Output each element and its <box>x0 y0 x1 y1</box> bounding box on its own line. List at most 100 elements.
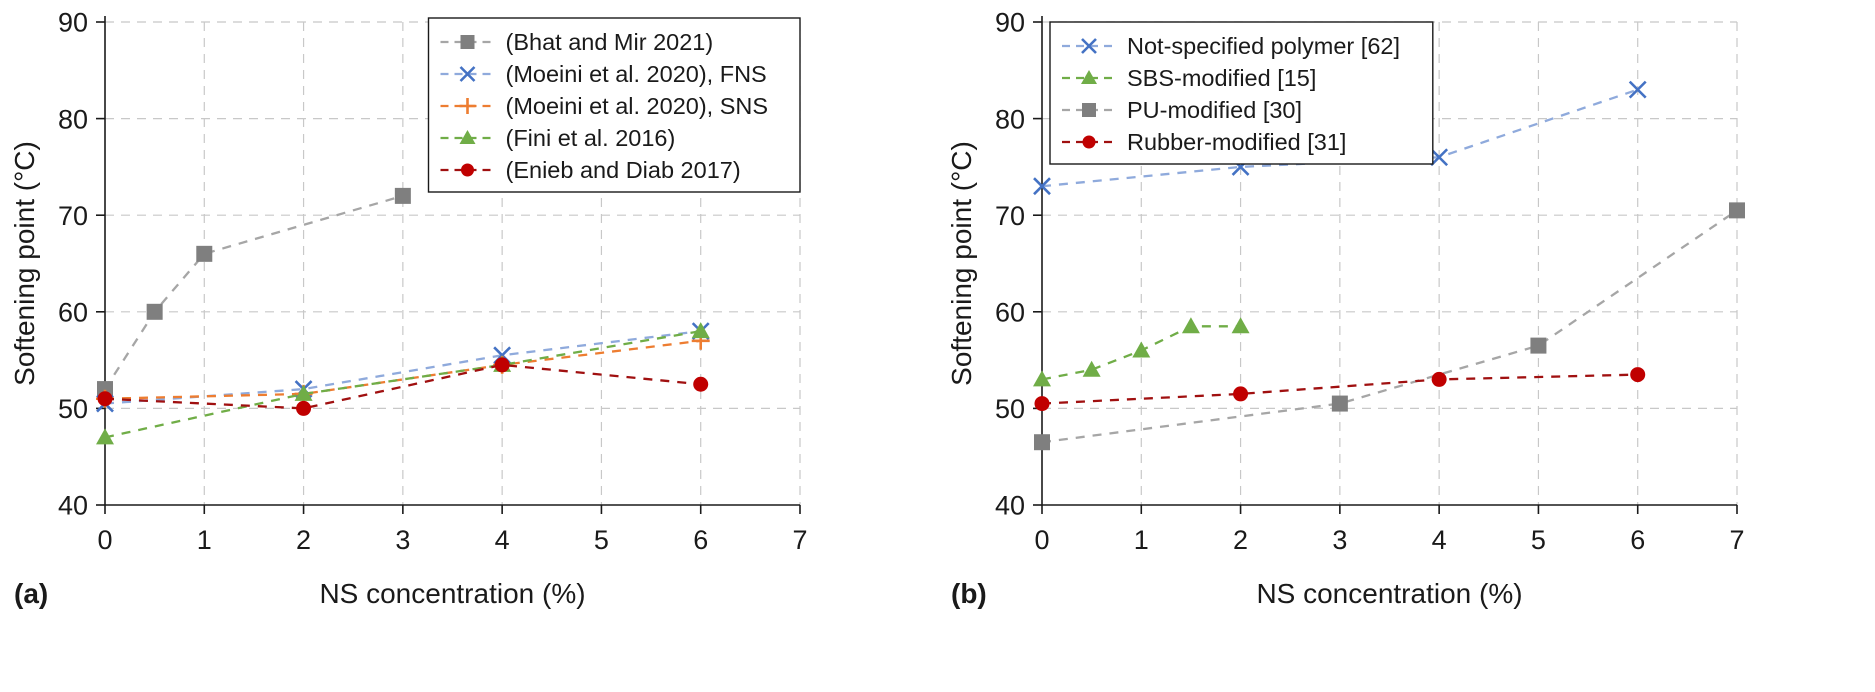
marker-square <box>1331 395 1348 412</box>
legend-label: (Bhat and Mir 2021) <box>506 29 714 55</box>
marker-triangle <box>1181 317 1200 334</box>
marker-triangle <box>1081 70 1097 84</box>
marker-triangle <box>1231 317 1250 334</box>
marker-triangle <box>1132 341 1151 358</box>
marker-circle <box>1233 386 1249 402</box>
legend: (Bhat and Mir 2021) (Moeini et al. 2020),… <box>427 17 801 193</box>
marker-circle <box>693 376 709 392</box>
y-tick-label: 70 <box>58 201 88 231</box>
marker-circle <box>1431 371 1447 387</box>
series <box>97 187 411 398</box>
legend-label: (Moeini et al. 2020), SNS <box>506 93 769 119</box>
y-tick-label: 90 <box>58 8 88 38</box>
marker-square <box>1530 337 1547 354</box>
legend-item: (Moeini et al. 2020), FNS <box>440 61 767 87</box>
marker-triangle <box>691 322 710 339</box>
y-axis-title: Softening point (°C) <box>946 141 977 386</box>
x-tick-label: 1 <box>197 525 212 555</box>
marker-x <box>1628 80 1647 99</box>
panel-label: (b) <box>951 578 987 609</box>
legend-label: (Fini et al. 2016) <box>506 125 676 151</box>
y-axis-title: Softening point (°C) <box>9 141 40 386</box>
marker-x <box>1033 177 1051 196</box>
marker-circle <box>1630 367 1646 383</box>
x-tick-label: 3 <box>395 525 410 555</box>
marker-square <box>1034 434 1050 451</box>
legend-item: Rubber-modified [31] <box>1062 129 1346 155</box>
x-tick-label: 6 <box>1630 525 1645 555</box>
marker-triangle <box>1033 370 1051 387</box>
marker-plus <box>459 98 476 114</box>
legend-item: Not-specified polymer [62] <box>1062 33 1400 59</box>
axes: 0 1 2 3 4 5 6 7 40 50 60 70 80 90 <box>995 8 1745 555</box>
series <box>97 357 709 416</box>
marker-square <box>394 187 411 204</box>
legend-label: PU-modified [30] <box>1127 97 1302 123</box>
marker-triangle <box>294 384 313 401</box>
legend-item: (Fini et al. 2016) <box>440 125 676 151</box>
legend: Not-specified polymer [62] SBS-modified [… <box>1049 21 1434 165</box>
legend-item: (Enieb and Diab 2017) <box>440 157 741 183</box>
series <box>1033 317 1250 387</box>
marker-circle <box>97 391 113 407</box>
marker-circle <box>461 163 474 177</box>
marker-x <box>1081 38 1097 54</box>
x-tick-label: 6 <box>693 525 708 555</box>
y-tick-label: 40 <box>995 491 1025 521</box>
x-tick-label: 7 <box>1729 525 1744 555</box>
x-axis-title: NS concentration (%) <box>1256 578 1522 609</box>
marker-triangle <box>1082 360 1101 377</box>
x-tick-label: 1 <box>1134 525 1149 555</box>
marker-circle <box>296 400 312 416</box>
legend-label: SBS-modified [15] <box>1127 65 1316 91</box>
series <box>1034 367 1646 412</box>
legend-label: (Moeini et al. 2020), FNS <box>506 61 767 87</box>
x-tick-label: 0 <box>97 525 112 555</box>
x-tick-label: 2 <box>1233 525 1248 555</box>
legend-label: (Enieb and Diab 2017) <box>506 157 741 183</box>
y-tick-label: 80 <box>995 104 1025 134</box>
marker-square <box>1729 202 1745 219</box>
x-tick-label: 7 <box>792 525 807 555</box>
y-tick-label: 50 <box>58 394 88 424</box>
y-tick-label: 70 <box>995 201 1025 231</box>
y-tick-label: 40 <box>58 491 88 521</box>
y-tick-label: 50 <box>995 394 1025 424</box>
x-tick-label: 4 <box>495 525 510 555</box>
x-tick-label: 5 <box>594 525 609 555</box>
axes: 0 1 2 3 4 5 6 7 40 50 60 70 80 90 <box>58 8 808 555</box>
y-tick-label: 60 <box>995 298 1025 328</box>
legend-item: PU-modified [30] <box>1062 97 1302 123</box>
marker-square <box>1082 103 1096 117</box>
y-tick-label: 80 <box>58 104 88 134</box>
x-tick-label: 2 <box>296 525 311 555</box>
marker-triangle <box>96 428 114 445</box>
chart-svg: 0 1 2 3 4 5 6 7 40 50 60 70 80 90 Not-specified polyme… <box>946 8 1745 609</box>
marker-square <box>460 35 475 49</box>
legend-label: Rubber-modified [31] <box>1127 129 1346 155</box>
legend-item: (Bhat and Mir 2021) <box>440 29 714 55</box>
x-tick-label: 0 <box>1034 525 1049 555</box>
marker-square <box>196 245 213 262</box>
legend-item: (Moeini et al. 2020), SNS <box>440 93 769 119</box>
marker-circle <box>494 357 510 373</box>
marker-triangle <box>459 130 476 144</box>
x-tick-label: 4 <box>1432 525 1447 555</box>
marker-circle <box>1034 396 1050 412</box>
marker-x <box>1430 148 1449 167</box>
panel-b: 0 1 2 3 4 5 6 7 40 50 60 70 80 90 Not-specified polyme… <box>937 0 1874 687</box>
panel-label: (a) <box>14 578 48 609</box>
y-tick-label: 60 <box>58 298 88 328</box>
x-tick-label: 3 <box>1332 525 1347 555</box>
legend-item: SBS-modified [15] <box>1062 65 1316 91</box>
marker-circle <box>1082 135 1096 149</box>
panel-a: 0 1 2 3 4 5 6 7 40 50 60 70 80 90 (Bhat and Mir 2021)(… <box>0 0 937 687</box>
legend-label: Not-specified polymer [62] <box>1127 33 1400 59</box>
marker-x <box>459 66 476 82</box>
series <box>1034 202 1745 451</box>
x-tick-label: 5 <box>1531 525 1546 555</box>
y-tick-label: 90 <box>995 8 1025 38</box>
marker-square <box>146 303 163 320</box>
